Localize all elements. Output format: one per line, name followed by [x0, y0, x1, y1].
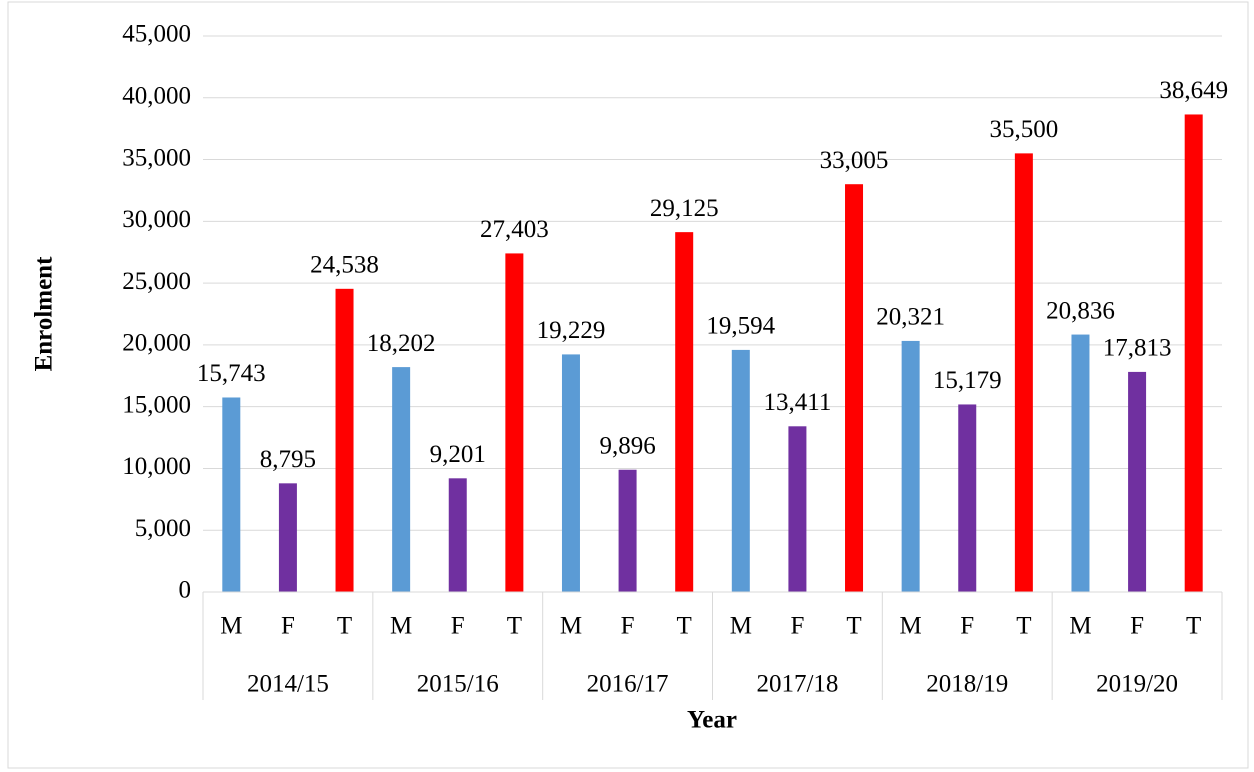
bar	[1014, 153, 1033, 592]
x-tick-label: M	[560, 613, 582, 640]
x-tick-label: F	[621, 613, 635, 640]
x-tick-label: F	[960, 613, 974, 640]
x-tick-label: T	[677, 613, 692, 640]
data-label: 9,201	[430, 441, 486, 468]
group-label: 2014/15	[247, 671, 329, 698]
group-label: 2015/16	[417, 671, 499, 698]
data-label: 15,743	[197, 360, 266, 387]
data-label: 17,813	[1103, 335, 1172, 362]
bar	[958, 404, 977, 592]
data-label: 8,795	[260, 446, 316, 473]
data-label: 33,005	[820, 147, 889, 174]
bar	[335, 288, 354, 592]
y-tick-label: 0	[179, 577, 192, 604]
y-tick-label: 15,000	[122, 391, 191, 418]
data-label: 20,321	[876, 304, 945, 331]
x-tick-label: T	[1016, 613, 1031, 640]
y-tick-label: 10,000	[122, 453, 191, 480]
x-tick-label: F	[281, 613, 295, 640]
x-tick-label: F	[451, 613, 465, 640]
group-label: 2016/17	[587, 671, 669, 698]
data-label: 24,538	[310, 252, 379, 279]
bar	[222, 397, 241, 592]
y-tick-label: 30,000	[122, 206, 191, 233]
x-tick-label: M	[220, 613, 242, 640]
bar	[561, 354, 580, 592]
bar	[392, 367, 411, 592]
y-tick-label: 40,000	[122, 83, 191, 110]
data-label: 15,179	[933, 367, 1002, 394]
data-label: 38,649	[1159, 77, 1228, 104]
bar	[1071, 334, 1090, 592]
x-tick-label: T	[507, 613, 522, 640]
bar	[1184, 114, 1203, 593]
y-tick-label: 5,000	[135, 515, 191, 542]
x-tick-label: M	[1069, 613, 1091, 640]
data-label: 35,500	[989, 116, 1058, 143]
data-label: 9,896	[599, 432, 655, 459]
data-label: 18,202	[367, 330, 436, 357]
bar	[901, 340, 920, 592]
data-label: 29,125	[650, 195, 719, 222]
y-tick-label: 20,000	[122, 330, 191, 357]
bar	[278, 483, 297, 592]
x-tick-label: F	[1130, 613, 1144, 640]
data-label: 19,594	[706, 313, 775, 340]
bar	[1128, 371, 1147, 592]
y-tick-label: 35,000	[122, 144, 191, 171]
x-tick-label: T	[846, 613, 861, 640]
y-tick-label: 45,000	[122, 21, 191, 48]
data-label: 13,411	[764, 389, 832, 416]
group-label: 2018/19	[926, 671, 1008, 698]
x-tick-label: T	[337, 613, 352, 640]
bar	[845, 184, 864, 592]
bar	[788, 426, 807, 592]
group-label: 2017/18	[756, 671, 838, 698]
y-tick-label: 25,000	[122, 268, 191, 295]
chart-border	[7, 1, 1249, 769]
data-label: 27,403	[480, 216, 549, 243]
data-label: 20,836	[1046, 297, 1115, 324]
bar	[618, 469, 637, 592]
y-axis-title: Enrolment	[31, 256, 58, 371]
bar	[675, 232, 694, 592]
x-tick-label: M	[900, 613, 922, 640]
x-axis-title: Year	[687, 707, 737, 734]
bar	[448, 478, 467, 592]
group-label: 2019/20	[1096, 671, 1178, 698]
x-tick-label: M	[390, 613, 412, 640]
x-tick-label: F	[790, 613, 804, 640]
x-tick-label: T	[1186, 613, 1201, 640]
data-label: 19,229	[537, 317, 606, 344]
bar	[505, 253, 524, 592]
bar	[731, 349, 750, 592]
x-tick-label: M	[730, 613, 752, 640]
